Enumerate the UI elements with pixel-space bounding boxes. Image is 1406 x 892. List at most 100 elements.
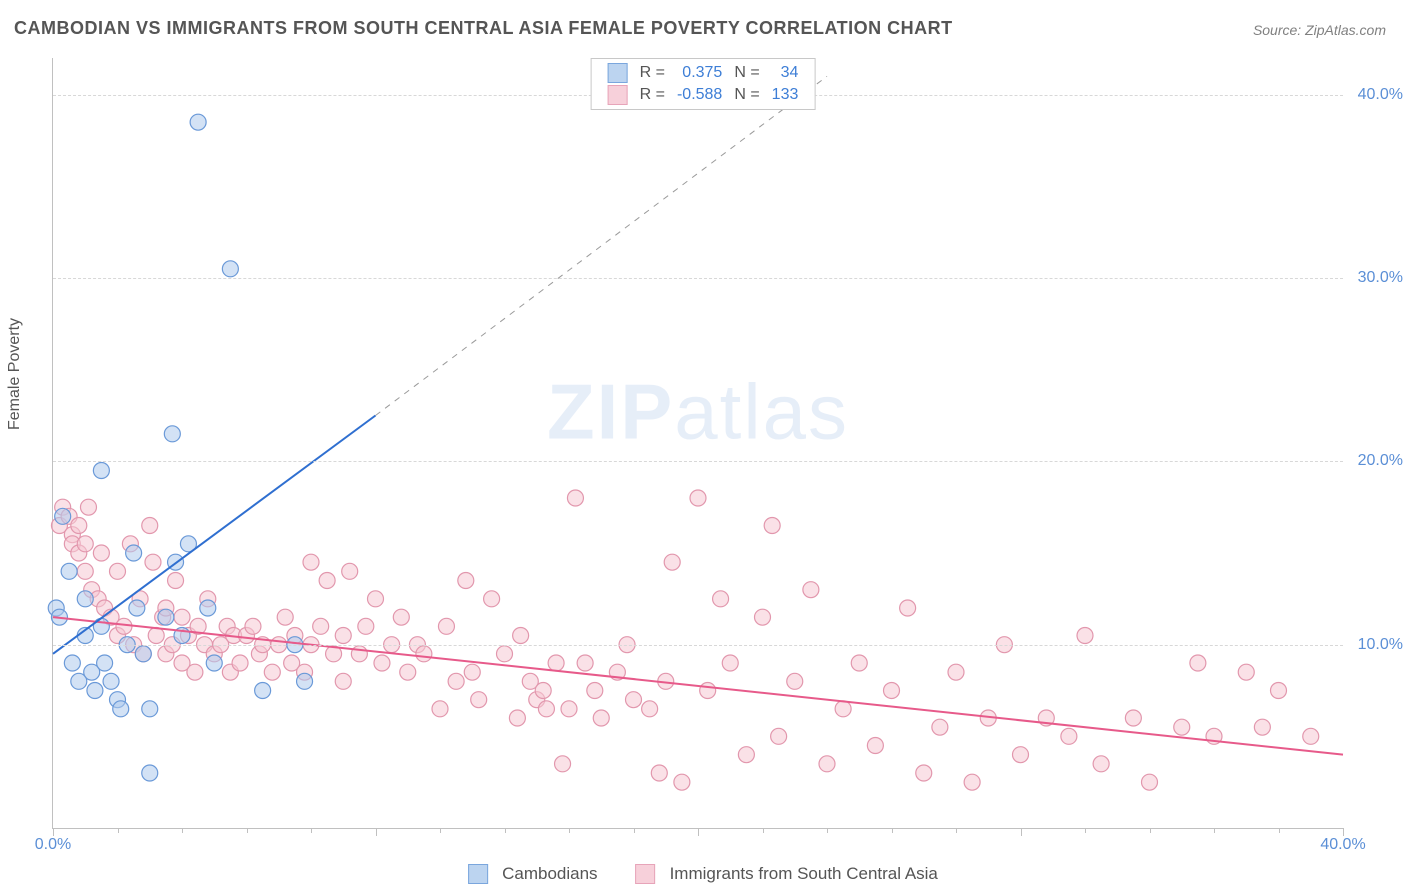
x-minor-tick-mark (569, 828, 570, 833)
x-tick-label: 0.0% (35, 836, 71, 854)
x-minor-tick-mark (892, 828, 893, 833)
point-series-a (93, 463, 109, 479)
x-tick-mark (376, 828, 377, 836)
point-series-b (690, 490, 706, 506)
point-series-b (713, 591, 729, 607)
point-series-b (145, 554, 161, 570)
point-series-b (77, 563, 93, 579)
point-series-b (303, 554, 319, 570)
point-series-b (358, 618, 374, 634)
point-series-b (1061, 728, 1077, 744)
point-series-b (319, 573, 335, 589)
point-series-a (135, 646, 151, 662)
point-series-b (1093, 756, 1109, 772)
point-series-b (548, 655, 564, 671)
gridline-h (53, 645, 1343, 646)
point-series-a (87, 683, 103, 699)
correlation-legend: R = 0.375 N = 34 R = -0.588 N = 133 (591, 58, 816, 110)
series-b-name: Immigrants from South Central Asia (670, 864, 938, 884)
y-tick-label: 30.0% (1358, 269, 1403, 287)
point-series-a (64, 655, 80, 671)
point-series-b (232, 655, 248, 671)
legend-b-n-value: 133 (766, 84, 805, 106)
point-series-b (471, 692, 487, 708)
swatch-series-a (608, 63, 628, 83)
point-series-a (77, 591, 93, 607)
point-series-b (1013, 747, 1029, 763)
point-series-b (535, 683, 551, 699)
point-series-b (1271, 683, 1287, 699)
point-series-b (835, 701, 851, 717)
point-series-b (764, 518, 780, 534)
x-minor-tick-mark (182, 828, 183, 833)
point-series-b (513, 628, 529, 644)
point-series-b (71, 518, 87, 534)
point-series-b (867, 738, 883, 754)
point-series-b (900, 600, 916, 616)
legend-a-n-value: 34 (766, 62, 805, 84)
point-series-b (1254, 719, 1270, 735)
swatch-series-b (608, 85, 628, 105)
x-minor-tick-mark (247, 828, 248, 833)
trendline-series-a-extrapolation (376, 76, 828, 415)
plot-svg (53, 58, 1343, 828)
point-series-b (497, 646, 513, 662)
point-series-b (851, 655, 867, 671)
x-minor-tick-mark (440, 828, 441, 833)
point-series-b (393, 609, 409, 625)
x-tick-mark (53, 828, 54, 836)
y-tick-label: 10.0% (1358, 636, 1403, 654)
x-minor-tick-mark (827, 828, 828, 833)
point-series-b (916, 765, 932, 781)
source-attribution: Source: ZipAtlas.com (1253, 22, 1386, 38)
legend-r-label: R = (634, 62, 671, 84)
point-series-a (297, 673, 313, 689)
point-series-b (80, 499, 96, 515)
y-axis-label: Female Poverty (6, 318, 24, 430)
point-series-b (432, 701, 448, 717)
series-a-name: Cambodians (502, 864, 597, 884)
point-series-b (313, 618, 329, 634)
legend-n-label: N = (728, 62, 765, 84)
gridline-h (53, 461, 1343, 462)
x-tick-mark (1021, 828, 1022, 836)
x-minor-tick-mark (763, 828, 764, 833)
trendline-series-b (53, 617, 1343, 755)
point-series-b (77, 536, 93, 552)
legend-a-r-value: 0.375 (671, 62, 728, 84)
swatch-series-b-bottom (636, 864, 656, 884)
point-series-b (787, 673, 803, 689)
legend-row-a: R = 0.375 N = 34 (602, 62, 805, 84)
point-series-b (587, 683, 603, 699)
point-series-a (129, 600, 145, 616)
point-series-b (651, 765, 667, 781)
x-tick-mark (698, 828, 699, 836)
point-series-b (174, 609, 190, 625)
point-series-b (819, 756, 835, 772)
x-minor-tick-mark (956, 828, 957, 833)
point-series-a (158, 609, 174, 625)
legend-row-b: R = -0.588 N = 133 (602, 84, 805, 106)
point-series-b (1303, 728, 1319, 744)
point-series-b (755, 609, 771, 625)
gridline-h (53, 278, 1343, 279)
point-series-b (458, 573, 474, 589)
point-series-b (1077, 628, 1093, 644)
series-legend: Cambodians Immigrants from South Central… (468, 864, 938, 884)
x-minor-tick-mark (505, 828, 506, 833)
legend-n-label: N = (728, 84, 765, 106)
point-series-b (1190, 655, 1206, 671)
point-series-b (335, 673, 351, 689)
point-series-b (700, 683, 716, 699)
point-series-b (674, 774, 690, 790)
x-minor-tick-mark (1150, 828, 1151, 833)
point-series-b (448, 673, 464, 689)
point-series-b (142, 518, 158, 534)
point-series-b (664, 554, 680, 570)
point-series-a (55, 508, 71, 524)
point-series-b (368, 591, 384, 607)
point-series-b (932, 719, 948, 735)
point-series-b (626, 692, 642, 708)
x-minor-tick-mark (311, 828, 312, 833)
point-series-b (93, 545, 109, 561)
